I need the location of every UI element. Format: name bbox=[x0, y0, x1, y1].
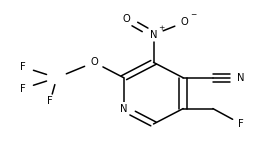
Text: N: N bbox=[237, 73, 245, 83]
Text: +: + bbox=[158, 25, 165, 31]
Text: O: O bbox=[181, 17, 188, 27]
Text: O: O bbox=[123, 14, 130, 24]
Text: −: − bbox=[190, 12, 196, 18]
Text: F: F bbox=[47, 96, 53, 106]
Text: F: F bbox=[20, 62, 26, 72]
Text: N: N bbox=[150, 30, 157, 40]
Text: N: N bbox=[120, 104, 128, 113]
Text: O: O bbox=[90, 57, 98, 67]
Text: F: F bbox=[20, 84, 26, 93]
Text: F: F bbox=[238, 119, 244, 129]
